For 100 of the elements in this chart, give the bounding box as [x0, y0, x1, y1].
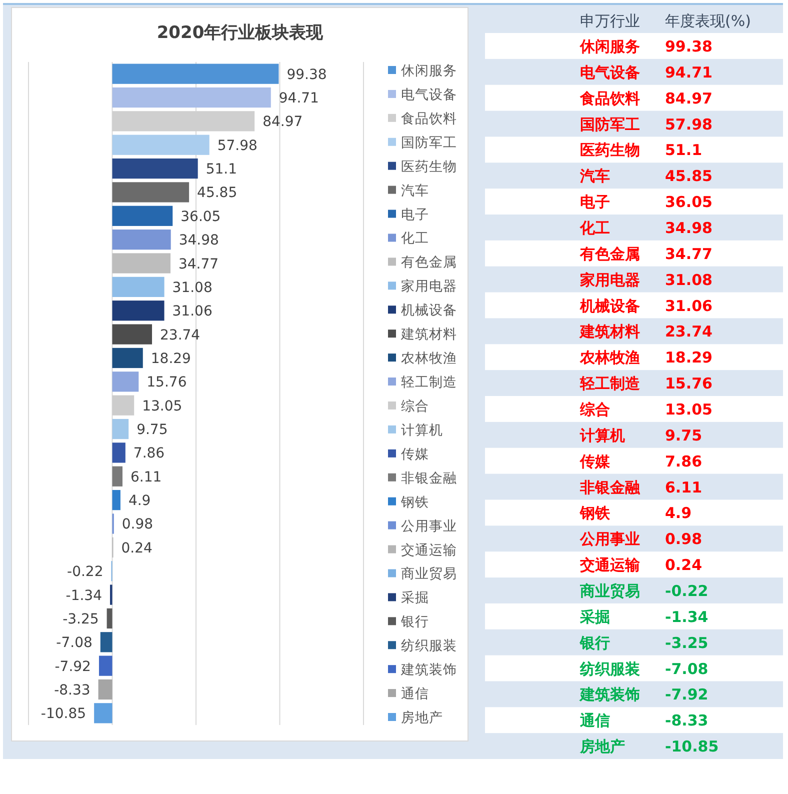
data-label: -10.85 — [40, 706, 86, 722]
legend-label: 建筑材料 — [400, 326, 457, 343]
data-label: 7.86 — [665, 452, 702, 470]
text: 年度表现(%) — [665, 12, 751, 30]
data-label: 0.24 — [121, 540, 153, 556]
data-label: 57.98 — [665, 115, 712, 134]
legend-label: 化工 — [401, 230, 429, 247]
legend-label: 公用事业 — [401, 518, 457, 534]
data-label: 0.98 — [665, 530, 702, 548]
category-label: 房地产 — [579, 738, 625, 756]
legend-label: 交通运输 — [401, 542, 457, 558]
data-label: 51.1 — [665, 141, 702, 160]
data-label: 57.98 — [217, 138, 258, 154]
data-label: 6.11 — [130, 469, 162, 486]
data-label: 15.76 — [146, 374, 187, 391]
legend-label: 商业贸易 — [401, 566, 457, 582]
category-label: 采掘 — [579, 608, 610, 626]
data-label: -1.34 — [66, 588, 102, 604]
legend-label: 轻工制造 — [401, 374, 457, 391]
category-label: 汽车 — [579, 167, 610, 186]
legend-label: 电气设备 — [401, 86, 457, 103]
data-label: 4.9 — [128, 493, 151, 510]
legend-label: 传媒 — [401, 446, 429, 462]
data-label: 31.08 — [665, 270, 712, 289]
legend-label: 家用电器 — [401, 278, 457, 295]
data-label: 36.05 — [180, 208, 221, 225]
category-label: 传媒 — [579, 452, 611, 470]
data-label: 0.98 — [122, 516, 154, 533]
category-label: 建筑材料 — [579, 322, 640, 341]
data-label: 13.05 — [142, 398, 182, 414]
legend-label: 计算机 — [401, 422, 443, 438]
data-label: 45.85 — [197, 185, 238, 202]
legend-label: 有色金属 — [401, 254, 457, 271]
data-label: 84.97 — [262, 114, 303, 130]
category-label: 国防军工 — [580, 115, 640, 134]
legend-label: 机械设备 — [401, 302, 457, 319]
legend-label: 食品饮料 — [401, 110, 457, 127]
legend-label: 钢铁 — [400, 494, 429, 510]
data-label: 15.76 — [665, 374, 712, 393]
legend-label: 银行 — [400, 614, 429, 630]
category-label: 商业贸易 — [579, 582, 640, 600]
data-label: -0.22 — [665, 582, 708, 600]
data-label: -3.25 — [62, 611, 99, 628]
data-label: 34.98 — [178, 232, 219, 249]
legend-label: 医药生物 — [401, 158, 457, 175]
data-label: 0.24 — [665, 556, 702, 574]
data-label: 6.11 — [665, 478, 702, 496]
data-label: 94.71 — [665, 63, 712, 82]
data-label: -7.08 — [665, 660, 708, 678]
category-label: 纺织服装 — [579, 660, 640, 678]
category-label: 家用电器 — [579, 270, 640, 289]
category-label: 休闲服务 — [579, 37, 640, 56]
category-label: 非银金融 — [579, 478, 641, 496]
data-label: 23.74 — [665, 322, 712, 341]
data-label: 18.29 — [150, 350, 191, 367]
category-label: 电子 — [580, 193, 610, 212]
data-label: 7.86 — [133, 446, 165, 462]
category-label: 食品饮料 — [579, 89, 640, 108]
data-label: -0.22 — [67, 564, 104, 580]
data-label: 36.05 — [665, 193, 712, 212]
data-label: -10.85 — [665, 738, 719, 756]
data-label: 34.77 — [665, 244, 712, 263]
data-label: 34.98 — [665, 218, 712, 237]
legend-label: 国防军工 — [401, 134, 457, 151]
legend-label: 汽车 — [401, 182, 429, 199]
data-label: 31.06 — [172, 304, 212, 320]
legend-label: 通信 — [401, 686, 429, 702]
category-label: 电气设备 — [580, 63, 640, 82]
data-label: 31.08 — [172, 280, 212, 296]
data-label: 9.75 — [665, 426, 702, 444]
data-label: 13.05 — [665, 400, 712, 418]
category-label: 计算机 — [579, 426, 625, 444]
category-label: 农林牧渔 — [579, 348, 640, 367]
data-label: 84.97 — [665, 89, 712, 108]
data-label: 4.9 — [665, 504, 692, 522]
data-label: 18.29 — [665, 348, 712, 367]
legend-label: 纺织服装 — [401, 638, 457, 654]
data-label: 51.1 — [206, 162, 238, 178]
category-label: 机械设备 — [579, 296, 640, 315]
category-label: 医药生物 — [580, 141, 640, 160]
category-label: 有色金属 — [579, 244, 640, 263]
data-label: -7.92 — [54, 658, 91, 675]
data-label: -3.25 — [665, 634, 708, 652]
legend-label: 农林牧渔 — [401, 350, 457, 367]
legend-label: 建筑装饰 — [400, 662, 457, 678]
legend-label: 房地产 — [401, 710, 443, 726]
legend-label: 综合 — [401, 398, 429, 414]
data-label: -8.33 — [54, 682, 90, 698]
category-label: 化工 — [579, 218, 610, 237]
category-label: 轻工制造 — [579, 374, 641, 393]
data-label: -1.34 — [665, 608, 708, 626]
data-label: -7.08 — [56, 635, 92, 652]
legend-label: 采掘 — [401, 590, 429, 606]
data-label: 99.38 — [665, 37, 712, 56]
category-label: 钢铁 — [579, 504, 611, 522]
data-label: 31.06 — [665, 296, 712, 315]
data-label: 23.74 — [160, 327, 200, 344]
category-label: 交通运输 — [579, 556, 641, 574]
data-label: 45.85 — [665, 167, 712, 186]
category-label: 建筑装饰 — [579, 686, 640, 704]
